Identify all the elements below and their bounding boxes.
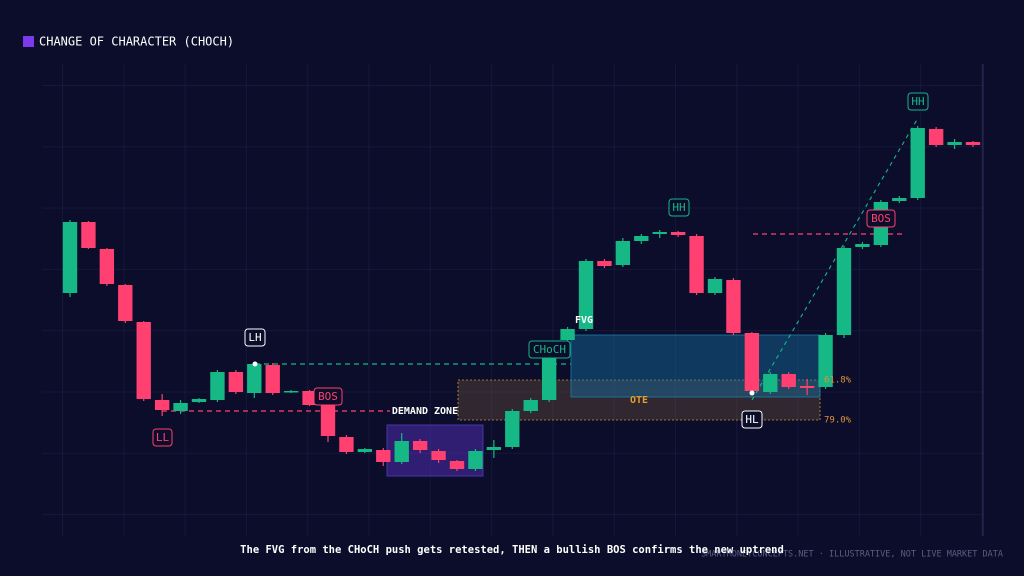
candle-body xyxy=(247,364,262,393)
tag: CHoCH xyxy=(533,343,566,356)
candle-body xyxy=(376,450,391,462)
fvg-zone xyxy=(570,334,821,398)
candle-body xyxy=(744,333,760,391)
candle-body xyxy=(652,232,667,234)
candle-body xyxy=(173,403,188,411)
trend-line xyxy=(751,117,919,401)
tag-box xyxy=(313,387,343,406)
fvg-label: FVG xyxy=(575,315,593,326)
ote-label: OTE xyxy=(630,395,648,406)
candle-body xyxy=(265,365,280,393)
candle-body xyxy=(910,128,925,198)
tag: HH xyxy=(911,95,924,108)
candle-body xyxy=(136,322,151,399)
candle-body xyxy=(505,411,520,447)
candle-body xyxy=(928,129,944,145)
candle-body xyxy=(818,335,833,387)
grid-background xyxy=(42,64,983,536)
candle-body xyxy=(191,399,207,402)
candle-body xyxy=(726,280,741,333)
candle-body xyxy=(154,400,170,410)
candle-body xyxy=(283,391,299,393)
candle-body xyxy=(468,451,483,469)
fib-label: 79.0% xyxy=(824,416,852,426)
candle-body xyxy=(99,249,115,284)
tag-box xyxy=(668,198,690,217)
tag: BOS xyxy=(871,212,891,225)
candle-body xyxy=(965,142,981,145)
swing-dot xyxy=(252,361,258,367)
tag-box xyxy=(866,209,896,228)
candle-body xyxy=(799,386,815,388)
source: SMARTMONEYCONCEPTS.NET · ILLUSTRATIVE, N… xyxy=(701,550,1003,560)
tag-box xyxy=(244,328,266,347)
title-swatch xyxy=(23,36,34,47)
candles xyxy=(62,126,981,471)
candle-body xyxy=(578,261,594,329)
candle-body xyxy=(339,437,354,452)
candle-body xyxy=(210,372,225,400)
candle-body xyxy=(357,449,373,452)
candle-body xyxy=(670,232,686,235)
demand-zone-label: DEMAND ZONE xyxy=(392,406,458,417)
candle-body xyxy=(302,391,317,405)
candle-body xyxy=(449,461,465,469)
chart-title: CHANGE OF CHARACTER (CHOCH) xyxy=(39,35,234,49)
tag-box xyxy=(528,340,571,359)
candle-body xyxy=(855,244,870,247)
tag-box xyxy=(152,428,173,447)
caption: The FVG from the CHoCH push gets reteste… xyxy=(240,544,784,556)
candle-body xyxy=(486,447,502,450)
candle-body xyxy=(615,241,631,265)
candle-body xyxy=(763,374,778,392)
candle-body xyxy=(541,356,557,400)
candle-body xyxy=(781,374,796,387)
candle-body xyxy=(707,279,723,293)
swing-dot xyxy=(749,390,755,396)
tag: BOS xyxy=(318,390,338,403)
candle-body xyxy=(394,441,409,462)
candle-body xyxy=(118,285,133,321)
tag: HL xyxy=(745,413,759,426)
candle-body xyxy=(431,451,446,460)
candle-body xyxy=(836,248,852,335)
candle-body xyxy=(947,142,962,145)
tag: LH xyxy=(248,331,261,344)
candle-body xyxy=(62,222,78,293)
candle-body xyxy=(81,222,96,248)
candle-body xyxy=(597,261,612,266)
swing-tags: LL LH BOS CHoCH HH HL BOS HH xyxy=(152,92,929,447)
tag: HH xyxy=(672,201,685,214)
candle-body xyxy=(523,400,538,411)
candle-body xyxy=(412,441,428,450)
candle-body xyxy=(634,236,649,241)
candle-body xyxy=(228,372,244,392)
fib-label: 61.8% xyxy=(824,376,852,386)
candle-body xyxy=(560,329,575,340)
tag: LL xyxy=(156,431,170,444)
candle-body xyxy=(892,198,907,201)
tag-box xyxy=(741,410,763,429)
tag-box xyxy=(907,92,929,111)
candle-body xyxy=(689,236,704,293)
candle-body xyxy=(320,405,336,436)
